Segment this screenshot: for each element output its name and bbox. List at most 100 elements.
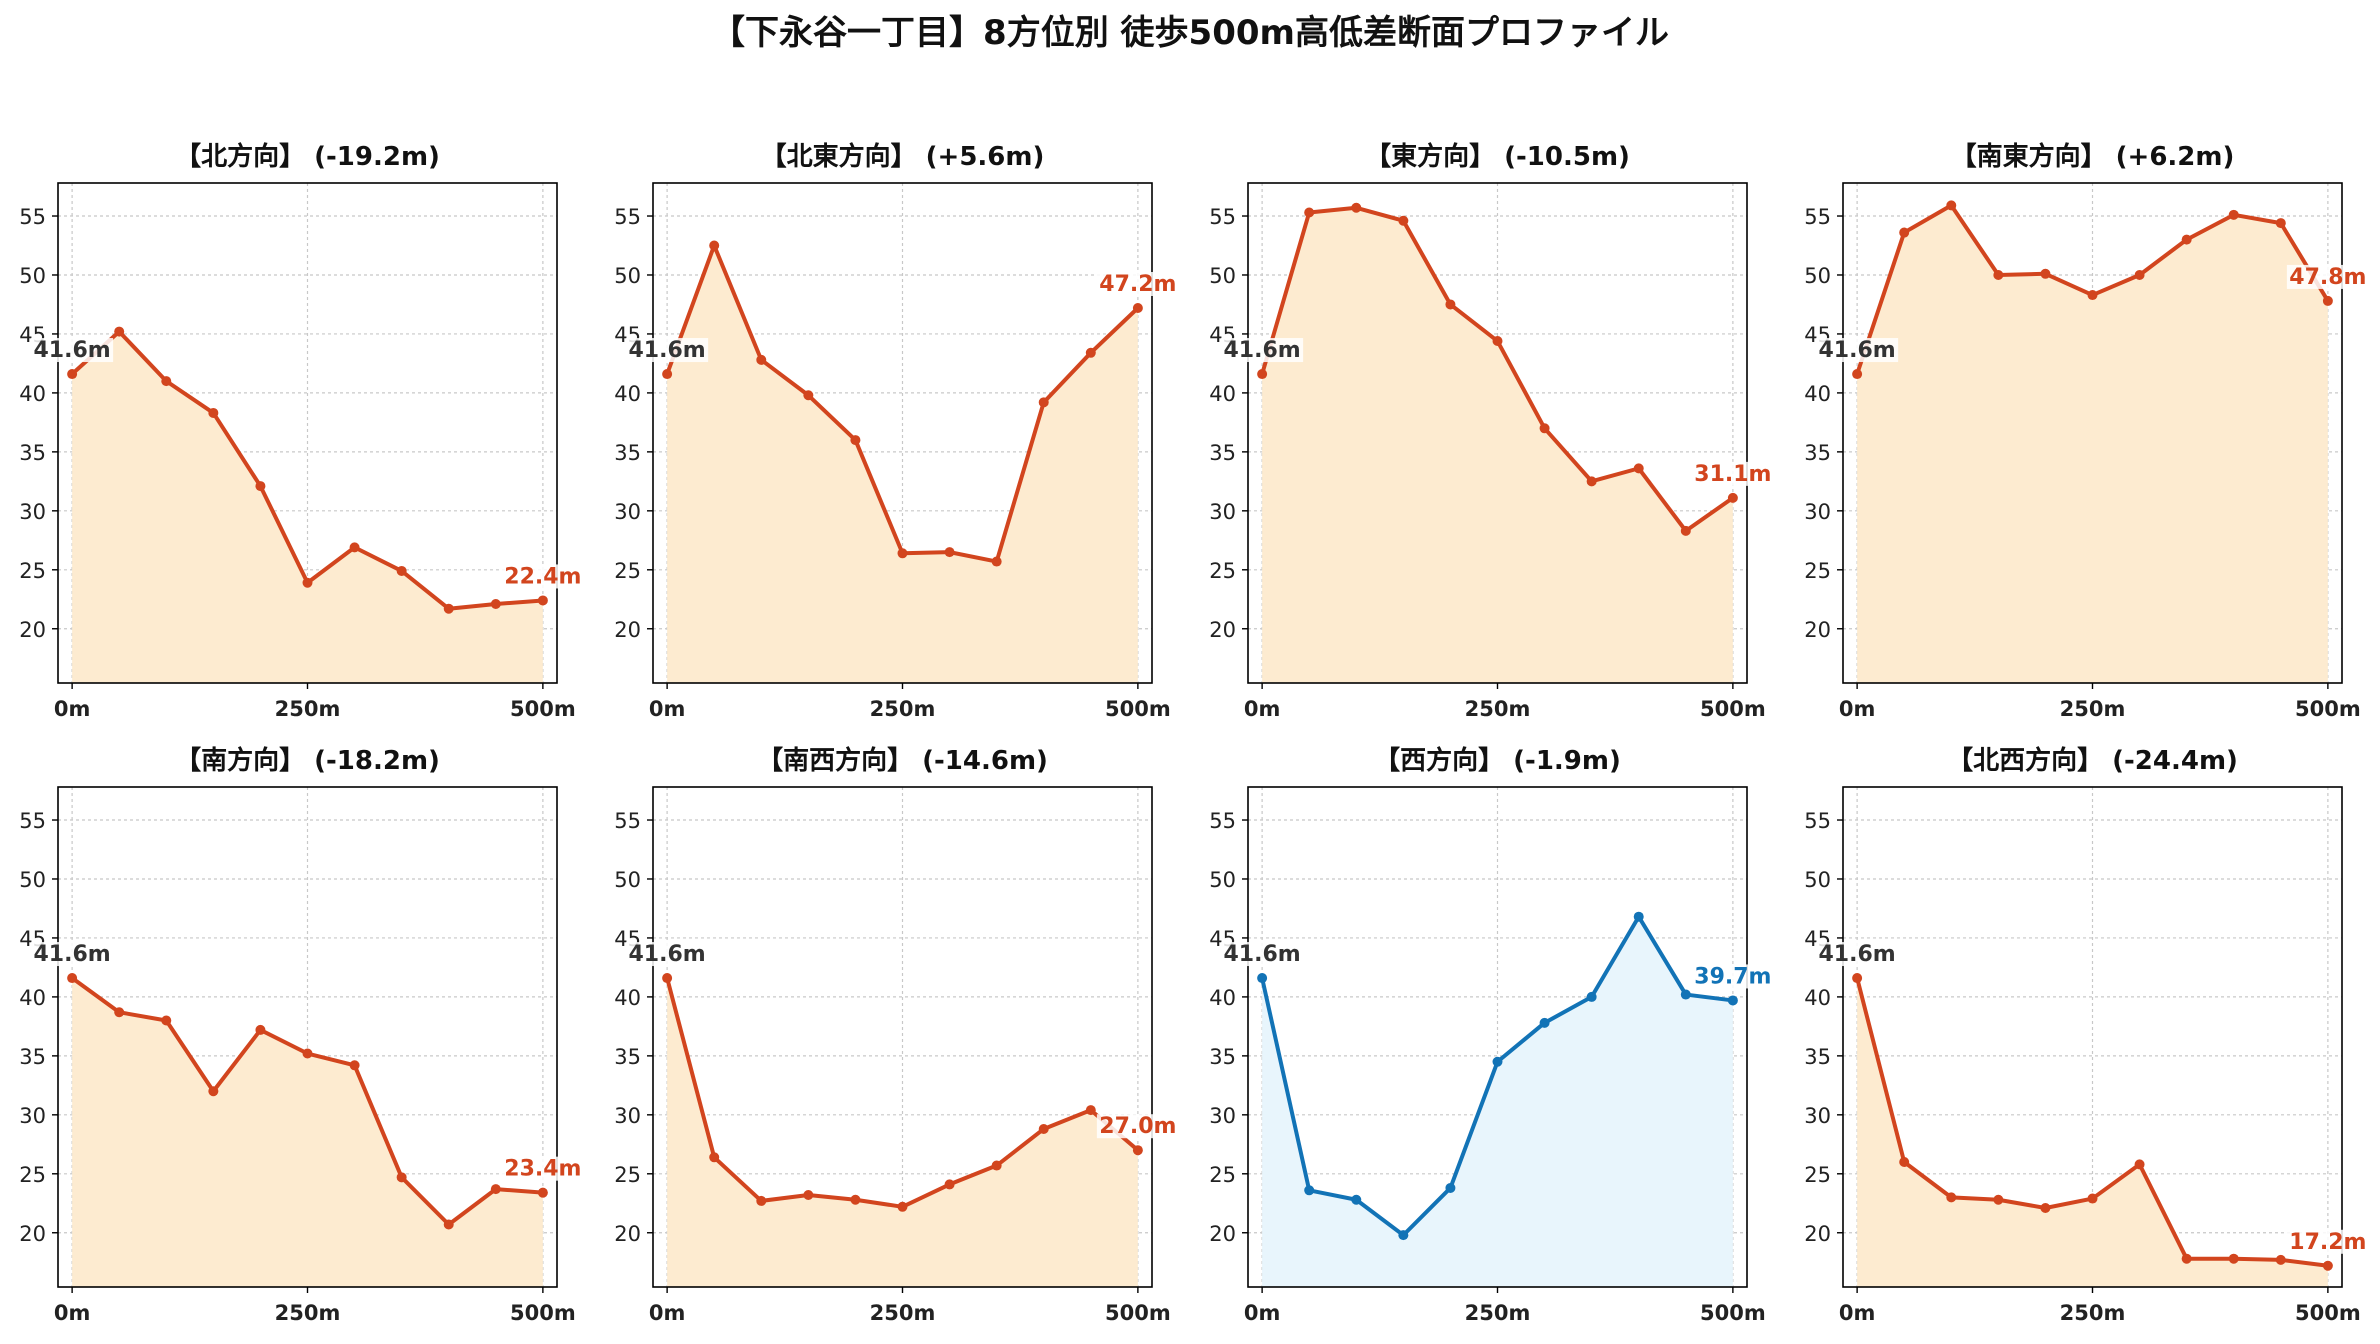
data-point — [1304, 1185, 1315, 1196]
data-point — [756, 1195, 767, 1206]
data-point — [161, 376, 172, 387]
data-point — [490, 1184, 501, 1195]
data-point — [2181, 1253, 2192, 1264]
data-point — [537, 1187, 548, 1198]
y-tick-label: 25 — [1209, 1163, 1236, 1187]
data-point — [1445, 299, 1456, 310]
y-tick-label: 25 — [1209, 559, 1236, 583]
x-tick-label: 250m — [1465, 697, 1531, 721]
y-tick-label: 50 — [19, 868, 46, 892]
area-fill — [72, 331, 543, 683]
y-tick-label: 35 — [1209, 441, 1236, 465]
y-tick-label: 20 — [19, 1222, 46, 1246]
x-tick-label: 500m — [2295, 1301, 2361, 1325]
data-point — [161, 1015, 172, 1026]
subplot-title: 【南西方向】 (-14.6m) — [757, 745, 1048, 776]
x-tick-label: 500m — [1700, 1301, 1766, 1325]
data-point — [349, 1060, 360, 1071]
y-tick-label: 20 — [19, 618, 46, 642]
x-tick-label: 0m — [1244, 697, 1281, 721]
y-tick-label: 40 — [1804, 382, 1831, 406]
data-point — [2228, 1253, 2239, 1264]
x-tick-label: 500m — [1700, 697, 1766, 721]
x-tick-label: 0m — [649, 697, 686, 721]
data-point — [1038, 1123, 1049, 1134]
x-tick-label: 0m — [1839, 1301, 1876, 1325]
y-tick-label: 25 — [1804, 1163, 1831, 1187]
data-point — [114, 326, 125, 337]
data-point — [662, 973, 673, 984]
data-point — [991, 1160, 1002, 1171]
x-tick-label: 0m — [1839, 697, 1876, 721]
x-tick-label: 0m — [649, 1301, 686, 1325]
data-point — [1727, 492, 1738, 503]
y-tick-label: 40 — [1209, 986, 1236, 1010]
data-point — [208, 1086, 219, 1097]
data-point — [114, 1007, 125, 1018]
data-point — [255, 481, 266, 492]
y-tick-label: 55 — [19, 809, 46, 833]
x-tick-label: 250m — [2060, 697, 2126, 721]
end-label-bg — [1691, 964, 1774, 989]
start-label-bg — [1221, 338, 1304, 363]
data-point — [709, 1152, 720, 1163]
subplot-title: 【南方向】 (-18.2m) — [175, 745, 440, 776]
data-point — [1085, 1105, 1096, 1116]
start-label-bg — [1816, 338, 1899, 363]
start-label-bg — [626, 338, 709, 363]
y-tick-label: 30 — [614, 1104, 641, 1128]
y-tick-label: 30 — [1209, 500, 1236, 524]
end-label-bg — [2286, 1229, 2369, 1254]
y-tick-label: 30 — [1804, 500, 1831, 524]
data-point — [897, 1201, 908, 1212]
area-fill — [1857, 205, 2328, 684]
end-label-bg — [501, 1156, 584, 1181]
data-point — [443, 1219, 454, 1230]
end-label: 22.4m — [504, 564, 581, 589]
y-tick-label: 55 — [1209, 205, 1236, 229]
data-point — [1132, 303, 1143, 313]
y-tick-label: 20 — [1804, 1222, 1831, 1246]
data-point — [1351, 202, 1362, 213]
y-tick-label: 50 — [1804, 264, 1831, 288]
y-tick-label: 35 — [1209, 1045, 1236, 1069]
data-point — [803, 390, 814, 401]
y-tick-label: 55 — [1804, 205, 1831, 229]
data-point — [944, 547, 955, 558]
x-tick-label: 250m — [275, 697, 341, 721]
y-tick-label: 20 — [1804, 618, 1831, 642]
y-tick-label: 55 — [614, 809, 641, 833]
y-tick-label: 35 — [1804, 1045, 1831, 1069]
data-point — [1899, 1157, 1910, 1167]
x-tick-label: 500m — [2295, 697, 2361, 721]
y-tick-label: 50 — [614, 868, 641, 892]
data-point — [1852, 369, 1863, 380]
y-tick-label: 30 — [1804, 1104, 1831, 1128]
y-tick-label: 40 — [1804, 986, 1831, 1010]
start-label-bg — [1221, 942, 1304, 967]
data-point — [490, 598, 501, 609]
data-point — [2134, 1159, 2145, 1170]
y-tick-label: 20 — [1209, 618, 1236, 642]
start-label: 41.6m — [34, 338, 111, 363]
y-tick-label: 35 — [19, 1045, 46, 1069]
x-tick-label: 250m — [1465, 1301, 1531, 1325]
area-fill — [667, 978, 1138, 1287]
x-tick-label: 250m — [870, 1301, 936, 1325]
data-point — [1633, 463, 1644, 474]
start-label: 41.6m — [629, 942, 706, 967]
y-tick-label: 30 — [1209, 1104, 1236, 1128]
y-tick-label: 40 — [19, 382, 46, 406]
y-tick-label: 50 — [614, 264, 641, 288]
end-label-bg — [1096, 1114, 1179, 1139]
start-label: 41.6m — [629, 338, 706, 363]
y-tick-label: 55 — [614, 205, 641, 229]
y-tick-label: 40 — [1209, 382, 1236, 406]
data-point — [1899, 227, 1910, 238]
data-point — [1586, 991, 1597, 1002]
area-fill — [1262, 916, 1733, 1287]
